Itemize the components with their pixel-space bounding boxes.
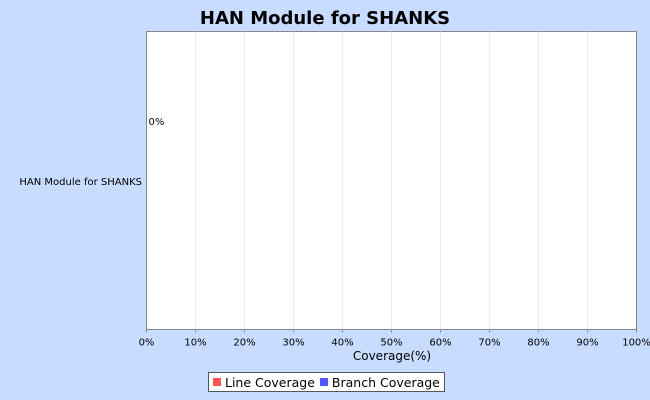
legend-item-line-coverage: Line Coverage [213, 375, 315, 390]
category-label: HAN Module for SHANKS [19, 177, 142, 188]
chart-legend: Line Coverage Branch Coverage [208, 372, 445, 392]
x-tick-label: 70% [478, 338, 500, 349]
legend-swatch-line-coverage [213, 378, 221, 386]
x-tick-label: 10% [184, 338, 206, 349]
x-tick-label: 100% [622, 338, 650, 349]
x-axis: 0% 10% 20% 30% 40% 50% 60% 70% 80% 90% 100% [139, 329, 650, 349]
x-tick-label: 30% [282, 338, 304, 349]
legend-swatch-branch-coverage [319, 378, 328, 386]
legend-label-line-coverage: Line Coverage [225, 374, 315, 390]
x-tick-label: 50% [380, 338, 402, 349]
legend-item-branch-coverage: Branch Coverage [319, 374, 440, 390]
x-tick-label: 90% [576, 338, 598, 349]
legend-label-branch-coverage: Branch Coverage [331, 374, 440, 390]
x-tick-label: 40% [331, 338, 353, 349]
x-axis-label: Coverage(%) [353, 349, 431, 363]
x-tick-label: 80% [527, 338, 549, 349]
x-tick-label: 0% [139, 338, 155, 349]
x-tick-label: 60% [429, 338, 451, 349]
bars: 0% [149, 117, 165, 128]
x-tick-label: 20% [233, 338, 255, 349]
bar-value-label: 0% [149, 117, 165, 128]
grid-lines [195, 31, 588, 330]
chart-title: HAN Module for SHANKS [200, 8, 450, 29]
